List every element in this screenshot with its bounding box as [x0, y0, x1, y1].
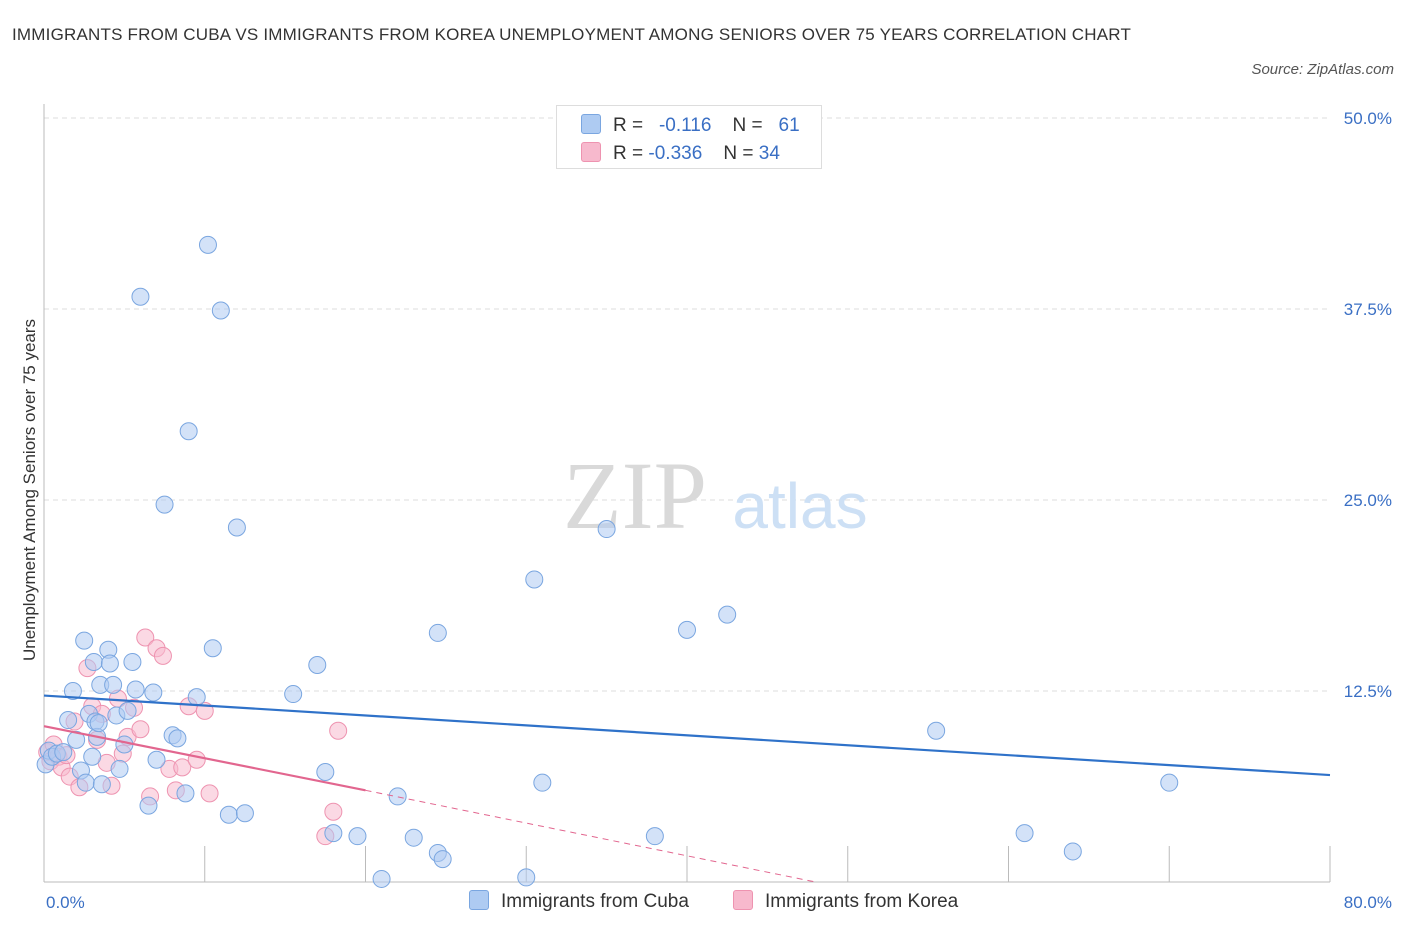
cuba-point — [678, 620, 696, 639]
cuba-point — [104, 675, 123, 694]
chart-title: IMMIGRANTS FROM CUBA VS IMMIGRANTS FROM … — [12, 25, 1132, 44]
cuba-point — [110, 759, 129, 778]
trendlines — [43, 694, 1331, 883]
cuba-point — [63, 682, 82, 700]
korea-point — [200, 784, 219, 803]
cuba-point — [284, 685, 303, 704]
y-tick-label: 25.0% — [1344, 491, 1392, 510]
korea-point — [187, 750, 206, 769]
legend-korea-r: -0.336 — [648, 143, 703, 164]
korea-trendline-extension — [365, 789, 816, 883]
bottom-legend-korea-label: Immigrants from Korea — [765, 891, 959, 912]
y-tick-label: 37.5% — [1344, 300, 1392, 319]
cuba-point — [428, 623, 447, 642]
legend-row-cuba: R = -0.116 N = 61 — [581, 114, 800, 137]
legend-n-label: N = — [723, 143, 754, 164]
cuba-point — [324, 824, 343, 843]
cuba-point — [227, 518, 246, 537]
cuba-point — [76, 773, 95, 792]
cuba-point — [59, 711, 78, 730]
cuba-point — [131, 287, 150, 306]
legend-cuba-r: -0.116 — [658, 115, 712, 136]
gridlines — [44, 117, 1330, 692]
cuba-point — [75, 631, 94, 650]
cuba-trendline — [43, 694, 1331, 777]
cuba-point — [525, 570, 544, 589]
watermark-zip: ZIP — [563, 442, 707, 549]
cuba-points — [36, 235, 1179, 888]
cuba-point — [83, 747, 102, 766]
cuba-point — [187, 688, 206, 707]
cuba-point — [1160, 773, 1179, 792]
korea-point — [153, 646, 172, 665]
cuba-point — [404, 828, 423, 847]
y-tick-label: 12.5% — [1344, 682, 1392, 701]
korea-swatch — [581, 142, 601, 162]
watermark-atlas: atlas — [732, 470, 867, 542]
bottom-legend-korea: Immigrants from Korea — [733, 890, 958, 913]
x-tick-label: 80.0% — [1344, 893, 1392, 912]
korea-point — [324, 802, 343, 821]
legend-n-label: N = — [732, 115, 763, 136]
cuba-point — [54, 743, 73, 762]
cuba-swatch — [581, 114, 601, 134]
cuba-point — [348, 827, 367, 846]
legend: R = -0.116 N = 61 R = -0.336 N = 34 — [556, 105, 822, 169]
cuba-point — [100, 654, 119, 673]
cuba-point — [126, 680, 145, 699]
cuba-point — [179, 422, 198, 441]
korea-swatch — [733, 890, 753, 910]
cuba-point — [219, 805, 238, 824]
cuba-point — [517, 868, 536, 887]
cuba-point — [147, 750, 166, 769]
cuba-point — [84, 652, 103, 671]
korea-point — [136, 628, 155, 647]
bottom-legend-cuba: Immigrants from Cuba — [469, 890, 689, 913]
korea-point — [173, 758, 192, 777]
cuba-point — [176, 784, 195, 803]
y-axis-label: Unemployment Among Seniors over 75 years — [20, 318, 39, 662]
cuba-point — [144, 683, 163, 702]
cuba-point — [235, 804, 254, 823]
cuba-point — [211, 301, 230, 320]
bottom-legend-cuba-label: Immigrants from Cuba — [501, 891, 689, 912]
legend-r-label: R = — [613, 143, 644, 164]
cuba-point — [139, 796, 158, 815]
legend-r-label: R = — [613, 115, 644, 136]
cuba-point — [123, 652, 142, 671]
cuba-point — [89, 714, 108, 733]
cuba-point — [92, 775, 111, 794]
korea-point — [131, 720, 150, 739]
cuba-point — [155, 495, 174, 514]
x-tick-label: 0.0% — [46, 893, 85, 912]
y-tick-label: 50.0% — [1344, 109, 1392, 128]
cuba-point — [203, 639, 222, 658]
cuba-point — [597, 520, 616, 539]
cuba-point — [433, 850, 452, 869]
cuba-point — [198, 235, 217, 254]
cuba-swatch — [469, 890, 489, 910]
cuba-point — [927, 721, 946, 740]
cuba-point — [718, 605, 737, 624]
korea-trendline — [43, 725, 366, 792]
source-label: Source: ZipAtlas.com — [1251, 61, 1394, 78]
cuba-point — [1063, 842, 1082, 861]
legend-korea-n: 34 — [758, 143, 780, 164]
korea-point — [329, 721, 348, 740]
cuba-point — [372, 869, 391, 888]
cuba-point — [645, 827, 664, 846]
cuba-point — [308, 656, 327, 675]
cuba-point — [388, 787, 407, 806]
cuba-point — [533, 773, 552, 792]
cuba-point — [316, 762, 335, 781]
cuba-point — [67, 730, 86, 749]
legend-cuba-n: 61 — [778, 115, 800, 136]
tick-labels: 12.5% 25.0% 37.5% 50.0% 0.0% 80.0% — [46, 109, 1392, 912]
legend-row-korea: R = -0.336 N = 34 — [581, 142, 780, 165]
cuba-point — [1015, 824, 1034, 843]
cuba-point — [168, 729, 187, 748]
cuba-point — [118, 701, 137, 720]
